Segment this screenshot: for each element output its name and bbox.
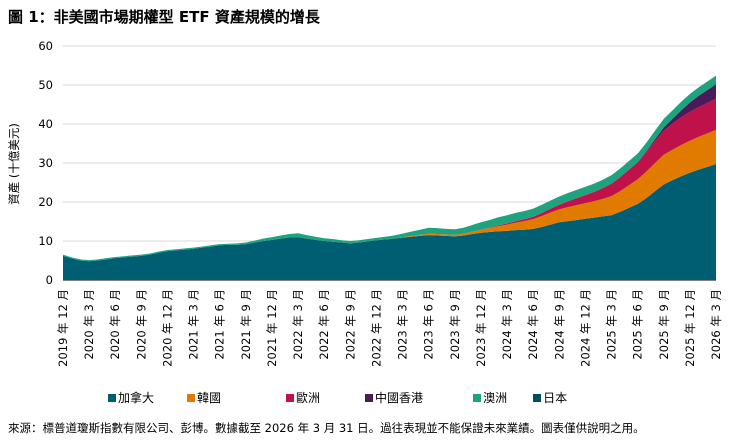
legend-label: 日本: [543, 391, 568, 405]
area-series-0: [63, 164, 716, 280]
y-tick-label: 10: [38, 234, 53, 248]
legend-item: 韓國: [187, 389, 221, 406]
legend-label: 歐洲: [296, 391, 321, 405]
legend-swatch: [187, 393, 196, 402]
legend-item: 中國香港: [365, 389, 423, 406]
legend-swatch: [286, 393, 295, 402]
x-tick-label: 2020 年 12 月: [161, 289, 175, 367]
x-tick-label: 2025 年 6 月: [631, 289, 645, 360]
x-tick-label: 2022 年 12 月: [369, 289, 383, 367]
chart-title: 圖 1：非美國市場期權型 ETF 資產規模的增長: [8, 8, 320, 26]
x-tick-label: 2021 年 9 月: [239, 289, 253, 360]
x-tick-label: 2023 年 6 月: [422, 289, 436, 360]
x-tick-label: 2019 年 12 月: [56, 289, 70, 367]
footer-source: 來源：標普道瓊斯指數有限公司、彭博。數據截至 2026 年 3 月 31 日。過…: [8, 421, 645, 435]
legend: 加拿大 韓國 歐洲 中國香港 澳洲 日本: [108, 389, 567, 406]
x-tick-labels: 2019 年 12 月 2020 年 3 月 2020 年 6 月 2020 年 9 …: [56, 289, 723, 367]
x-tick-label: 2020 年 6 月: [108, 289, 122, 360]
x-tick-label: 2024 年 9 月: [552, 289, 566, 360]
x-tick-label: 2022 年 3 月: [291, 289, 305, 360]
x-tick-label: 2026 年 3 月: [709, 289, 723, 360]
x-tick-label: 2022 年 6 月: [317, 289, 331, 360]
legend-item: 澳洲: [473, 389, 507, 406]
y-tick-label: 30: [38, 156, 53, 170]
y-axis-label: 資產 (十億美元): [7, 123, 21, 205]
legend-label: 加拿大: [118, 391, 155, 405]
y-tick-label: 40: [38, 117, 53, 131]
legend-item: 加拿大: [108, 389, 154, 406]
y-tick-label: 60: [38, 39, 53, 53]
legend-label: 澳洲: [483, 391, 508, 405]
legend-swatch: [365, 393, 374, 402]
x-tick-label: 2023 年 9 月: [448, 289, 462, 360]
x-tick-label: 2021 年 12 月: [265, 289, 279, 367]
x-tick-label: 2024 年 12 月: [578, 289, 592, 367]
y-tick-label: 0: [46, 273, 53, 287]
x-tick-label: 2025 年 9 月: [657, 289, 671, 360]
x-tick-label: 2025 年 3 月: [605, 289, 619, 360]
x-tick-label: 2023 年 3 月: [396, 289, 410, 360]
y-tick-label: 20: [38, 195, 53, 209]
x-tick-label: 2020 年 3 月: [82, 289, 96, 360]
legend-item: 歐洲: [286, 389, 320, 406]
y-tick-label: 50: [38, 78, 53, 92]
legend-swatch: [473, 393, 482, 402]
x-tick-label: 2025 年 12 月: [683, 289, 697, 367]
y-tick-labels: 0 10 20 30 40 50 60: [38, 39, 53, 287]
x-tick-label: 2024 年 6 月: [526, 289, 540, 360]
area-series: [63, 75, 716, 280]
x-tick-label: 2021 年 6 月: [213, 289, 227, 360]
x-tick-label: 2022 年 9 月: [343, 289, 357, 360]
legend-item: 日本: [533, 389, 567, 406]
legend-label: 中國香港: [375, 391, 424, 405]
x-tick-label: 2024 年 3 月: [500, 289, 514, 360]
legend-swatch: [533, 393, 542, 402]
x-tick-label: 2023 年 12 月: [474, 289, 488, 367]
legend-label: 韓國: [197, 391, 222, 405]
legend-swatch: [108, 393, 116, 402]
x-tick-label: 2020 年 9 月: [134, 289, 148, 360]
x-tick-label: 2021 年 3 月: [187, 289, 201, 360]
